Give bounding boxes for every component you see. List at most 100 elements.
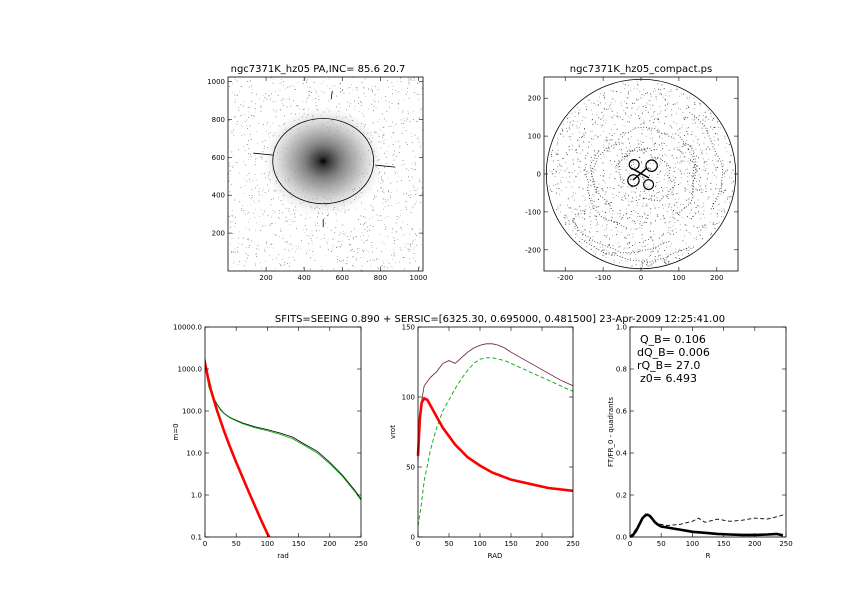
ratio-panel-ylabel: FT/FR_0 - quadrants: [607, 397, 615, 467]
image-panel-x-tick-label: 600: [336, 274, 349, 282]
ratio-panel-y-tick-label: 0.0: [616, 534, 627, 542]
rotation-panel-y-tick-label: 50: [406, 464, 415, 472]
contour-line: [615, 148, 643, 169]
rotation-panel-x-tick-label: 50: [445, 540, 454, 548]
compact-panel-y-tick-label: -100: [525, 208, 541, 216]
compact-noise-dots: [548, 81, 735, 267]
image-panel: ngc7371K_hz05 PA,INC= 85.6 20.7 200 400 60…: [207, 64, 427, 282]
profile-series-1: [205, 361, 361, 501]
ratio-panel-y-tick-label: 1.0: [616, 324, 627, 332]
image-panel-title: ngc7371K_hz05 PA,INC= 85.6 20.7: [231, 64, 406, 75]
rotation-panel-y-tick-label: 0: [411, 534, 415, 542]
ratio-panel-axis-frame: [629, 326, 787, 538]
compact-panel-y-tick-label: 0: [537, 171, 541, 179]
contour-line: [650, 154, 672, 181]
center-mark: [630, 167, 650, 179]
ratio-panel-y-tick-label: 0.4: [616, 450, 628, 458]
image-panel-y-tick-label: 200: [212, 230, 225, 238]
ratio-panel-y-tick-label: 0.6: [616, 408, 628, 416]
contour-line: [677, 149, 695, 217]
compact-panel-y-tick-label: -200: [525, 246, 541, 254]
profile-panel-x-tick-label: 50: [232, 540, 241, 548]
contour-line: [591, 142, 624, 188]
profile-panel-x-tick-label: 100: [261, 540, 274, 548]
image-panel-x-tick-label: 400: [297, 274, 310, 282]
rotation-panel-x-tick-label: 100: [473, 540, 486, 548]
profile-panel-y-tick-label: 0.1: [191, 534, 202, 542]
profile-panel-y-tick-label: 100.0: [182, 408, 202, 416]
compact-panel-title: ngc7371K_hz05_compact.ps: [570, 64, 713, 75]
profile-panel-ylabel: m=0: [172, 423, 180, 440]
profile-panel-y-tick-label: 10.0: [186, 450, 202, 458]
ratio-panel-x-tick-label: 50: [657, 540, 666, 548]
rotation-panel-ylabel: vrot: [389, 425, 397, 439]
pa-marker-right: [375, 164, 396, 168]
contour-line: [689, 112, 724, 212]
rotation-panel-y-tick-label: 100: [402, 394, 415, 402]
source-circle: [643, 179, 655, 191]
contour-line: [585, 169, 627, 229]
contour-line: [581, 238, 690, 263]
profile-series-0: [205, 358, 361, 500]
profile-panel-x-tick-label: 200: [323, 540, 336, 548]
rotation-panel: RAD vrot 0 50 100 150 200 250 0 50 100 150: [389, 324, 580, 561]
profile-panel: rad m=0 0 50 100 150 200 250 10000.0 1000.0 100.…: [172, 324, 368, 561]
ratio-panel-x-tick-label: 0: [628, 540, 632, 548]
profile-panel-xlabel: rad: [277, 552, 289, 560]
ratio-annotation-dq: dQ_B= 0.006: [637, 346, 710, 359]
compact-panel: ngc7371K_hz05_compact.ps -200 -100 0 100 200…: [525, 64, 739, 282]
image-panel-y-tick-label: 800: [212, 116, 225, 124]
contour-line: [642, 177, 676, 201]
profile-panel-y-tick-label: 10000.0: [173, 324, 202, 332]
compact-panel-y-tick-label: 100: [528, 133, 541, 141]
ratio-panel-y-tick-label: 0.8: [616, 366, 627, 374]
source-circle: [645, 159, 658, 172]
source-circle: [627, 174, 640, 187]
rotation-panel-x-tick-label: 250: [566, 540, 579, 548]
profile-series-2: [205, 362, 271, 537]
ratio-series-1: [629, 513, 787, 538]
galaxy-glow: [263, 107, 384, 216]
ratio-panel-xlabel: R: [706, 552, 711, 560]
center-mark: [632, 167, 648, 181]
image-panel-x-tick-label: 200: [259, 274, 272, 282]
pa-marker-left: [253, 152, 274, 156]
contour-line: [624, 146, 658, 157]
profile-panel-x-tick-label: 150: [292, 540, 305, 548]
ratio-panel-x-tick-label: 250: [779, 540, 792, 548]
contour-line: [589, 150, 614, 212]
rotation-series-1: [417, 357, 574, 526]
rotation-panel-x-tick-label: 200: [535, 540, 548, 548]
ratio-annotation-rq: rQ_B= 27.0: [637, 359, 700, 372]
ratio-panel-x-tick-label: 100: [686, 540, 699, 548]
contour-line: [620, 126, 676, 141]
rotation-panel-x-tick-label: 150: [504, 540, 517, 548]
image-panel-y-tick-label: 400: [212, 192, 225, 200]
profile-panel-y-tick-label: 1000.0: [178, 366, 203, 374]
compact-panel-x-tick-label: 100: [672, 274, 685, 282]
rotation-series-0: [417, 343, 574, 461]
compact-panel-x-tick-label: 200: [710, 274, 723, 282]
rotation-panel-xlabel: RAD: [488, 552, 503, 560]
ratio-series-0: [629, 513, 784, 539]
ratio-panel: R FT/FR_0 - quadrants Q_B= 0.106 dQ_B= 0…: [607, 324, 793, 561]
contour-line: [571, 219, 670, 254]
source-circle: [628, 159, 640, 171]
profile-panel-axis-frame: [204, 326, 362, 538]
rotation-series-2: [416, 396, 574, 493]
compact-panel-x-tick-label: -100: [595, 274, 611, 282]
image-panel-x-tick-label: 1000: [410, 274, 428, 282]
contour-line: [675, 133, 697, 195]
image-panel-axis-frame: [227, 76, 424, 272]
profile-series-group: [205, 358, 361, 537]
rotation-panel-axis-frame: [417, 326, 574, 538]
inc-marker-top: [330, 91, 333, 100]
compact-panel-x-tick-label: -200: [557, 274, 573, 282]
compact-panel-y-tick-label: 200: [528, 95, 541, 103]
figure-main-title: SFITS=SEEING 0.890 + SERSIC=[6325.30, 0.…: [275, 314, 725, 325]
rotation-panel-x-tick-label: 0: [416, 540, 420, 548]
profile-panel-x-tick-label: 0: [203, 540, 207, 548]
ratio-annotation-z0: z0= 6.493: [640, 372, 697, 385]
image-panel-x-tick-label: 800: [374, 274, 387, 282]
